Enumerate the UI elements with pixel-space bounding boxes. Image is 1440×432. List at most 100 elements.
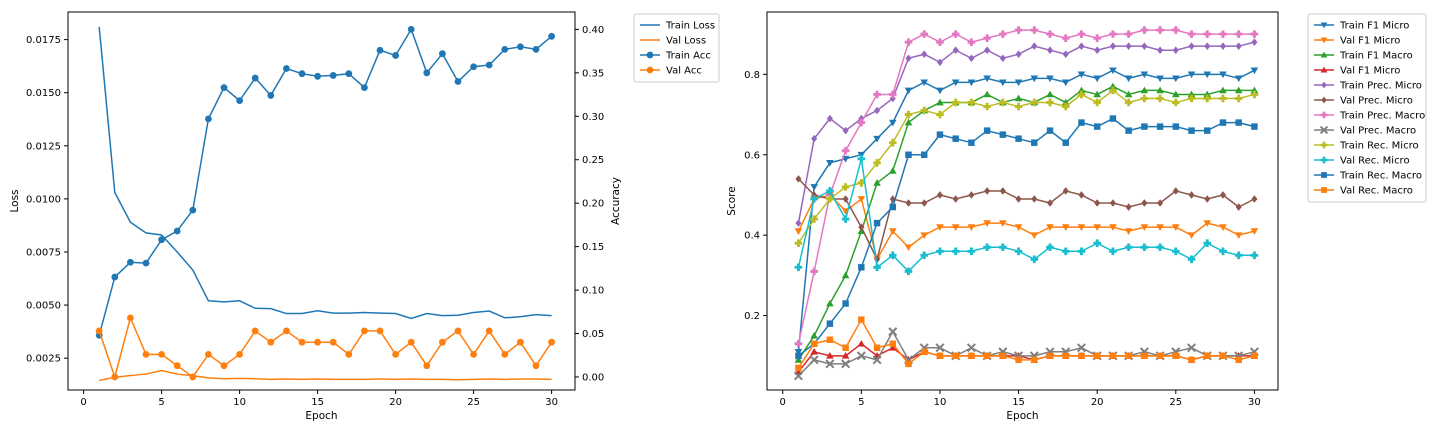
data-point [392,350,399,358]
data-point [423,362,431,370]
data-point [1250,90,1259,99]
data-point [810,347,818,355]
line-val-prec-macro [797,330,1255,377]
y-tick-label: 0.0075 [26,247,61,258]
data-point [1219,224,1227,231]
data-point [999,131,1007,138]
legend-label: Val Prec. Micro [1340,96,1413,107]
data-point [376,46,384,54]
data-point [920,232,929,239]
data-point [1219,30,1227,38]
data-point [532,362,540,370]
data-point [1204,127,1211,134]
y-tick-label: 0.0125 [26,141,61,152]
data-point [1234,251,1243,260]
data-point [376,327,384,335]
y2-axis-label: Accuracy [610,177,622,225]
data-point [904,38,913,46]
data-point [1031,139,1038,146]
data-point [1109,82,1117,90]
data-point [1109,86,1117,95]
data-point [1140,94,1149,103]
data-point [314,338,321,346]
legend-label: Train Prec. Micro [1339,81,1422,92]
data-point [936,191,943,199]
data-point [952,195,959,203]
data-point [1172,247,1180,256]
x-tick-label: 0 [80,397,86,408]
data-point [905,360,912,368]
series-val-f1-micro [794,192,1259,264]
data-point [967,98,976,107]
data-point [1234,232,1243,239]
data-point [888,138,897,147]
data-point [1093,224,1101,231]
data-point [920,79,929,87]
data-point [905,54,912,63]
data-point [1187,71,1196,79]
data-point [794,263,803,272]
data-point [361,327,368,335]
data-point [205,350,212,358]
data-point [1014,102,1023,111]
data-point [1061,247,1070,256]
data-point [1124,90,1133,98]
line-val-rec-macro [797,318,1255,369]
x-tick-label: 20 [1091,397,1104,408]
legend-entry-train-f1-macro: Train F1 Macro [1314,51,1413,62]
data-point [921,151,928,158]
data-point [1187,90,1196,98]
data-point [532,45,540,53]
data-point [1203,94,1212,103]
data-point [936,38,944,46]
series-val-acc [95,314,555,381]
data-point [1203,220,1212,227]
x-tick-label: 25 [1169,397,1182,408]
data-point [1093,34,1101,42]
data-point [345,70,353,78]
data-point [1172,123,1180,130]
data-point [1078,42,1085,50]
data-point [1235,356,1242,364]
data-point [517,43,524,51]
data-point [1046,352,1054,360]
data-point [1093,123,1101,130]
data-point [951,247,960,256]
data-point [936,58,943,67]
data-point [1030,255,1039,264]
x-tick-label: 10 [233,397,246,408]
data-point [501,350,509,358]
data-point [921,348,928,356]
legend-frame [1307,13,1427,203]
legend-label: Train Rec. Micro [1339,141,1419,152]
data-point [1141,123,1148,130]
data-point [1141,352,1148,360]
score-chart: 0 5 10 15 20 25 30 0.2 0.4 0.6 0.8 Epoch Score Tr… [726,11,1427,422]
data-point [1078,352,1085,360]
data-point [1187,232,1196,239]
data-point [856,351,866,361]
legend: Train Loss Val Loss Train Acc Val Acc [633,13,720,83]
x-axis-label: Epoch [305,410,337,422]
data-point [189,206,197,214]
y2-tick-label: 0.30 [582,112,604,123]
data-point [1250,228,1259,235]
data-point [1093,352,1101,360]
data-point [905,199,912,207]
data-point [1031,356,1038,364]
data-point [1203,239,1212,248]
plot-frame [67,11,576,391]
data-point [826,336,834,343]
data-point [205,115,212,123]
data-point [857,339,866,347]
legend-label: Val F1 Micro [1340,66,1400,77]
data-point [795,364,802,372]
data-point [1140,26,1149,34]
data-point [283,327,290,335]
data-point [1062,139,1069,146]
data-point [1124,30,1133,38]
data-point [999,220,1007,227]
data-point [1125,42,1132,50]
data-point [1109,199,1116,207]
data-point [826,352,834,359]
